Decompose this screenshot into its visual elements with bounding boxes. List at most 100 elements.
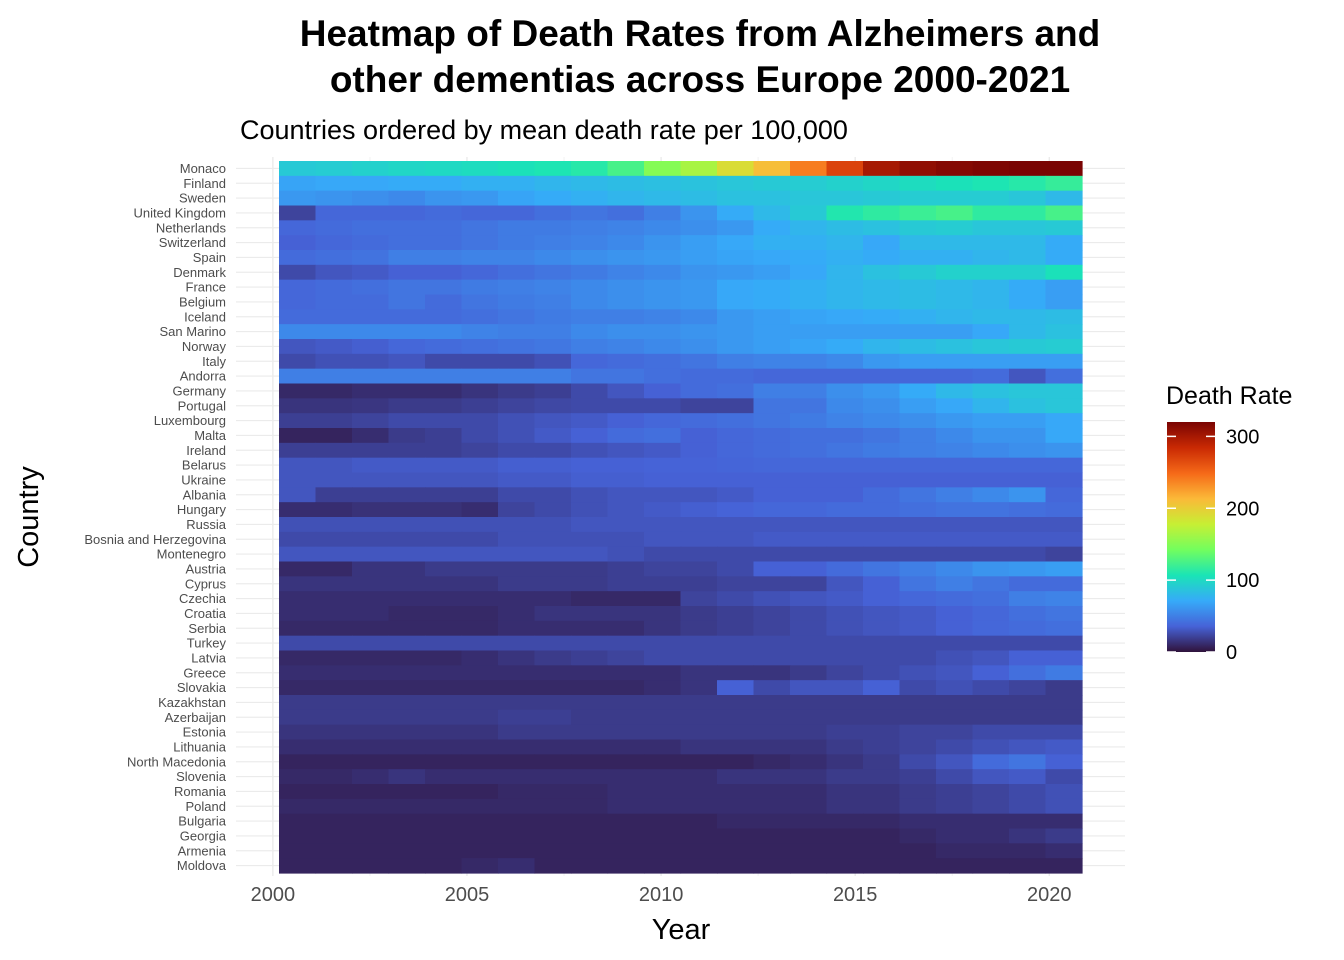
heatmap-cell bbox=[1009, 487, 1047, 503]
heatmap-cell bbox=[753, 709, 791, 726]
heatmap-cell bbox=[936, 457, 974, 474]
heatmap-cell bbox=[863, 161, 901, 177]
heatmap-cell bbox=[534, 220, 572, 236]
heatmap-cell bbox=[753, 517, 791, 533]
heatmap-cell bbox=[498, 517, 536, 533]
heatmap-cell bbox=[644, 220, 682, 236]
heatmap-cell bbox=[315, 813, 353, 830]
heatmap-cell bbox=[972, 754, 1010, 770]
heatmap-cell bbox=[425, 784, 463, 800]
heatmap-cell bbox=[352, 546, 390, 563]
heatmap-cell bbox=[936, 175, 974, 192]
heatmap-cell bbox=[790, 813, 828, 830]
heatmap-cell bbox=[1045, 784, 1083, 800]
heatmap-cell bbox=[790, 413, 828, 429]
heatmap-cell bbox=[607, 294, 645, 310]
heatmap-cell bbox=[1009, 635, 1047, 652]
heatmap-cell bbox=[534, 754, 572, 770]
heatmap-cell bbox=[790, 220, 828, 236]
x-tick-label: 2020 bbox=[1027, 884, 1072, 906]
heatmap-cell bbox=[534, 665, 572, 681]
heatmap-cell bbox=[534, 279, 572, 296]
heatmap-cell bbox=[388, 487, 426, 503]
heatmap-cell bbox=[315, 190, 353, 207]
heatmap-cell bbox=[315, 502, 353, 518]
heatmap-cell bbox=[899, 843, 937, 859]
heatmap-cell bbox=[899, 784, 937, 800]
heatmap-cell bbox=[1045, 309, 1083, 325]
heatmap-cell bbox=[388, 531, 426, 548]
y-tick-label: Moldova bbox=[177, 858, 227, 873]
heatmap-cell bbox=[753, 398, 791, 414]
heatmap-cell bbox=[717, 754, 755, 770]
heatmap-cell bbox=[315, 531, 353, 548]
heatmap-cell bbox=[1009, 190, 1047, 207]
heatmap-cell bbox=[899, 294, 937, 310]
heatmap-cell bbox=[461, 472, 499, 488]
heatmap-cell bbox=[352, 502, 390, 518]
heatmap-cell bbox=[425, 724, 463, 741]
heatmap-cell bbox=[388, 576, 426, 592]
heatmap-cell bbox=[388, 339, 426, 355]
heatmap-cell bbox=[498, 635, 536, 652]
heatmap-cell bbox=[1045, 843, 1083, 859]
heatmap-cell bbox=[388, 606, 426, 622]
heatmap-cell bbox=[279, 680, 317, 696]
heatmap-cell bbox=[279, 709, 317, 726]
heatmap-cell bbox=[498, 264, 536, 281]
heatmap-cell bbox=[644, 368, 682, 385]
heatmap-cell bbox=[607, 561, 645, 577]
heatmap-cell bbox=[863, 680, 901, 696]
heatmap-cell bbox=[534, 798, 572, 815]
heatmap-cell bbox=[936, 383, 974, 399]
heatmap-cell bbox=[972, 561, 1010, 577]
heatmap-cell bbox=[461, 220, 499, 236]
heatmap-cell bbox=[863, 279, 901, 296]
heatmap-cell bbox=[388, 413, 426, 429]
heatmap-cell bbox=[753, 190, 791, 207]
heatmap-cell bbox=[461, 680, 499, 696]
heatmap-cell bbox=[425, 739, 463, 755]
heatmap-cell bbox=[571, 784, 609, 800]
heatmap-cell bbox=[1009, 843, 1047, 859]
legend-ticks: 0 100 200 300 bbox=[1167, 426, 1259, 664]
heatmap-cell bbox=[826, 709, 864, 726]
heatmap-cell bbox=[826, 235, 864, 251]
heatmap-cell bbox=[498, 368, 536, 385]
heatmap-cell bbox=[753, 368, 791, 385]
heatmap-cell bbox=[534, 635, 572, 652]
heatmap-cell bbox=[936, 502, 974, 518]
heatmap-cell bbox=[498, 161, 536, 177]
heatmap-cell bbox=[425, 561, 463, 577]
heatmap-cell bbox=[753, 828, 791, 844]
heatmap-cell bbox=[461, 650, 499, 666]
heatmap-cell bbox=[607, 680, 645, 696]
heatmap-cell bbox=[826, 457, 864, 474]
heatmap-cell bbox=[753, 813, 791, 830]
heatmap-cell bbox=[863, 383, 901, 399]
heatmap-cell bbox=[680, 680, 718, 696]
heatmap-cell bbox=[680, 294, 718, 310]
heatmap-cell bbox=[680, 798, 718, 815]
heatmap-cell bbox=[607, 398, 645, 414]
heatmap-cell bbox=[644, 517, 682, 533]
heatmap-cell bbox=[571, 709, 609, 726]
heatmap-cell bbox=[461, 784, 499, 800]
heatmap-cell bbox=[388, 858, 426, 874]
heatmap-cell bbox=[899, 650, 937, 666]
heatmap-cell bbox=[826, 383, 864, 399]
heatmap-cell bbox=[498, 858, 536, 874]
heatmap-cell bbox=[425, 175, 463, 192]
heatmap-cell bbox=[644, 324, 682, 340]
heatmap-cell bbox=[571, 294, 609, 310]
heatmap-cell bbox=[571, 828, 609, 844]
heatmap-cell bbox=[352, 205, 390, 221]
heatmap-cell bbox=[425, 324, 463, 340]
heatmap-cell bbox=[498, 813, 536, 830]
heatmap-cell bbox=[899, 339, 937, 355]
heatmap-cell bbox=[498, 843, 536, 859]
heatmap-cell bbox=[352, 250, 390, 266]
heatmap-cell bbox=[352, 472, 390, 488]
heatmap-cell bbox=[972, 294, 1010, 310]
heatmap-cell bbox=[972, 175, 1010, 192]
